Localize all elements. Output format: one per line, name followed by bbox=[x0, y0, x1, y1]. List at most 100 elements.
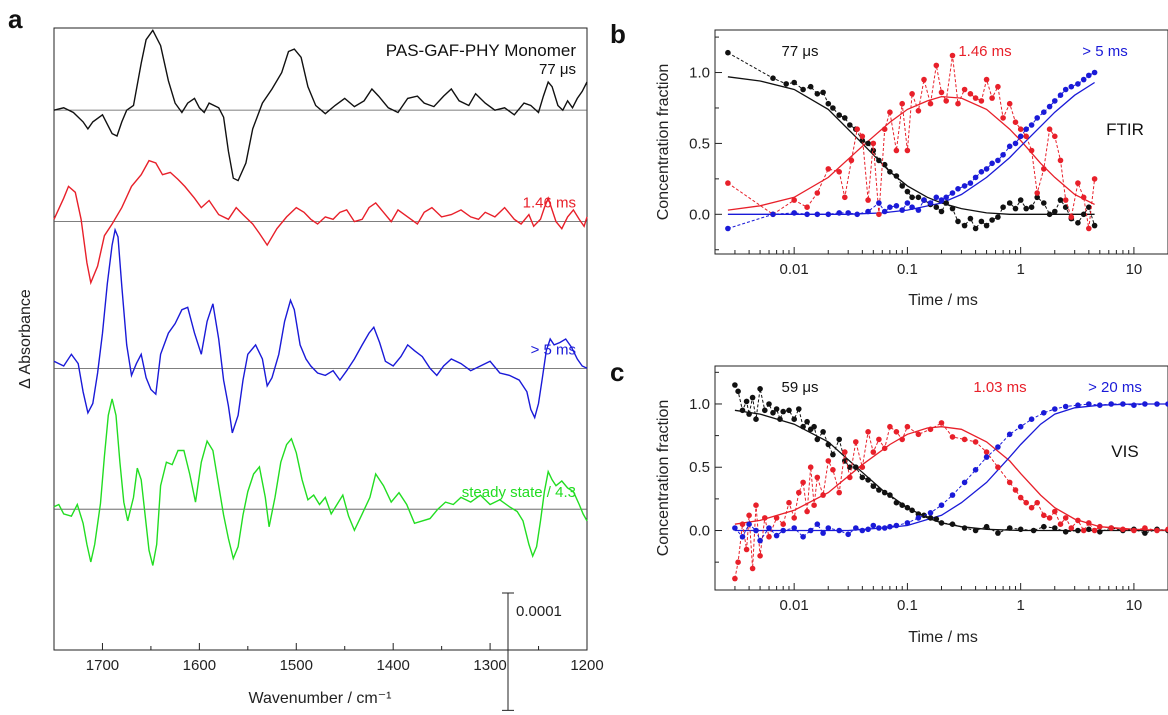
point-1-03-ms bbox=[757, 553, 763, 559]
point-59-s bbox=[995, 530, 1001, 536]
point-77-s bbox=[881, 161, 888, 168]
spectrum-steady-state-4-3 bbox=[53, 398, 588, 566]
point-1-03-ms bbox=[904, 423, 911, 430]
point-59-s bbox=[796, 406, 802, 412]
point-20-ms bbox=[746, 521, 752, 527]
point-77-s bbox=[1080, 211, 1087, 218]
point-77-s bbox=[1041, 200, 1047, 206]
point-77-s bbox=[830, 105, 836, 111]
point-1-03-ms bbox=[961, 436, 968, 443]
point-59-s bbox=[820, 429, 826, 435]
point-5-ms bbox=[949, 190, 956, 196]
point-5-ms bbox=[921, 197, 927, 203]
point-1-46-ms bbox=[1028, 147, 1035, 154]
point-77-s bbox=[972, 225, 979, 232]
point-1-46-ms bbox=[1041, 166, 1047, 172]
point-77-s bbox=[1012, 205, 1019, 212]
point-1-46-ms bbox=[938, 89, 945, 96]
point-1-46-ms bbox=[943, 98, 949, 104]
point-5-ms bbox=[899, 207, 905, 213]
point-5-ms bbox=[955, 186, 961, 192]
series-label-1-46-ms: 1.46 ms bbox=[523, 195, 576, 212]
point-1-46-ms bbox=[893, 147, 900, 154]
point-59-s bbox=[870, 483, 877, 490]
point-5-ms bbox=[1000, 152, 1006, 158]
y-tick-label: 0.5 bbox=[689, 459, 710, 476]
point-1-46-ms bbox=[842, 194, 848, 201]
series-label-1-03-ms: 1.03 ms bbox=[973, 379, 1026, 396]
point-77-s bbox=[1075, 220, 1081, 226]
point-5-ms bbox=[1068, 83, 1075, 90]
point-77-s bbox=[1023, 205, 1029, 212]
point-1-03-ms bbox=[1080, 527, 1087, 534]
point-77-s bbox=[904, 188, 911, 195]
point-5-ms bbox=[881, 208, 888, 215]
point-20-ms bbox=[780, 527, 786, 534]
point-1-03-ms bbox=[1154, 527, 1160, 534]
point-59-s bbox=[1075, 527, 1081, 534]
point-59-s bbox=[746, 411, 752, 417]
point-77-s bbox=[876, 157, 882, 164]
series-label-20-ms: > 20 ms bbox=[1088, 379, 1142, 396]
fit-5-ms-fit bbox=[727, 81, 1095, 215]
point-77-s bbox=[1028, 204, 1035, 210]
point-20-ms bbox=[1086, 401, 1092, 407]
point-1-03-ms bbox=[811, 502, 817, 509]
point-59-s bbox=[1006, 525, 1013, 531]
point-5-ms bbox=[972, 174, 979, 181]
point-59-s bbox=[811, 423, 817, 430]
panel-a-x-label: Wavenumber / cm⁻¹ bbox=[249, 690, 392, 707]
point-77-s bbox=[807, 83, 814, 90]
point-1-03-ms bbox=[786, 499, 792, 506]
point-5-ms bbox=[1091, 69, 1098, 76]
point-59-s bbox=[1097, 529, 1103, 535]
point-5-ms bbox=[1052, 98, 1058, 104]
point-5-ms bbox=[1080, 76, 1087, 83]
panel-a-series-labels: 77 μs 1.46 ms > 5 ms steady state / 4.3 bbox=[462, 61, 576, 501]
point-1-03-ms bbox=[881, 445, 888, 452]
y-tick-label: 1.0 bbox=[689, 65, 710, 82]
point-5-ms bbox=[989, 160, 995, 167]
point-20-ms bbox=[876, 525, 882, 531]
point-5-ms bbox=[1057, 92, 1064, 98]
point-1-03-ms bbox=[1086, 520, 1092, 526]
point-77-s bbox=[820, 89, 826, 96]
point-77-s bbox=[909, 194, 915, 201]
y-tick-label: 0.0 bbox=[689, 523, 710, 540]
point-1-46-ms bbox=[1023, 133, 1029, 140]
point-5-ms bbox=[915, 207, 922, 213]
point-1-46-ms bbox=[836, 169, 842, 175]
x-tick-label: 1 bbox=[1016, 261, 1024, 278]
x-tick-label: 0.01 bbox=[780, 597, 809, 614]
point-59-s bbox=[766, 401, 772, 407]
point-77-s bbox=[893, 173, 900, 179]
point-1-46-ms bbox=[1091, 176, 1098, 182]
point-20-ms bbox=[915, 515, 922, 521]
point-1-46-ms bbox=[949, 52, 956, 59]
point-5-ms bbox=[770, 211, 776, 218]
point-5-ms bbox=[983, 166, 990, 172]
point-5-ms bbox=[995, 157, 1001, 164]
point-1-03-ms bbox=[762, 515, 768, 521]
point-20-ms bbox=[836, 527, 842, 534]
point-5-ms bbox=[876, 200, 882, 206]
point-1-03-ms bbox=[1142, 525, 1148, 531]
point-59-s bbox=[904, 504, 911, 511]
point-20-ms bbox=[1075, 402, 1081, 409]
point-1-03-ms bbox=[749, 565, 756, 572]
point-1-03-ms bbox=[893, 429, 900, 435]
point-1-46-ms bbox=[1034, 190, 1040, 196]
point-20-ms bbox=[791, 525, 797, 531]
point-1-03-ms bbox=[1120, 526, 1126, 533]
point-59-s bbox=[749, 394, 756, 401]
point-1-46-ms bbox=[1062, 197, 1069, 203]
point-1-46-ms bbox=[978, 98, 985, 104]
point-77-s bbox=[989, 217, 995, 223]
point-5-ms bbox=[845, 210, 851, 216]
panel-a-frame bbox=[53, 27, 588, 651]
point-5-ms bbox=[725, 225, 731, 232]
point-59-s bbox=[1086, 526, 1092, 533]
point-59-s bbox=[1030, 527, 1037, 534]
point-1-03-ms bbox=[780, 521, 786, 527]
panel-b-plot: 0.01 0.1 1 10 0.0 0.5 1.0 77 μs 1.46 ms > 5 ms bbox=[689, 36, 1168, 278]
